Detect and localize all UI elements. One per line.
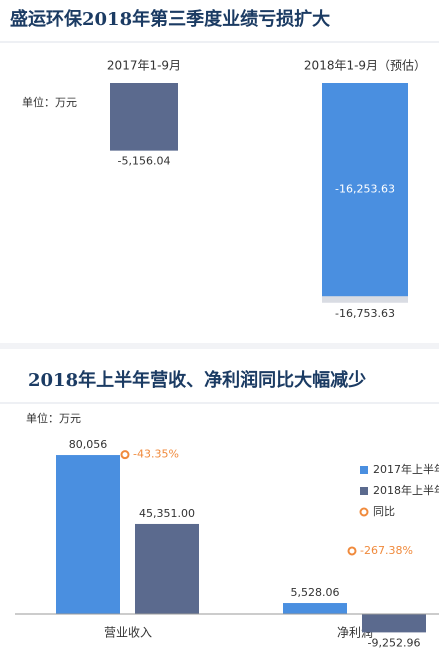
section-divider — [0, 343, 439, 349]
marker — [347, 546, 357, 556]
unit-label: 单位：万元 — [26, 411, 81, 425]
value-label: 80,056 — [69, 438, 108, 451]
value-label: -16,753.63 — [335, 307, 395, 320]
x-category-label: 2018年1-9月（预估） — [304, 59, 426, 73]
legend-label: 同比 — [373, 505, 395, 518]
value-label: -267.38% — [360, 544, 413, 557]
value-label: -9,252.96 — [368, 636, 421, 649]
legend-swatch — [360, 487, 368, 495]
value-label: 45,351.00 — [139, 507, 195, 520]
x-category-label: 2017年1-9月 — [107, 59, 181, 73]
bar — [135, 523, 199, 615]
legend-label: 2018年上半年 — [373, 483, 439, 497]
value-label: -5,156.04 — [118, 155, 171, 168]
legend-swatch — [360, 466, 368, 474]
chart-title: 2018年上半年营收、净利润同比大幅减少 — [28, 369, 366, 391]
value-label: 5,528.06 — [291, 586, 340, 599]
legend-label: 2017年上半年 — [373, 462, 439, 476]
value-label: -43.35% — [133, 448, 179, 461]
bar — [56, 455, 120, 615]
legend-marker — [359, 507, 369, 517]
bar — [283, 603, 347, 615]
bar — [322, 83, 408, 297]
bar — [110, 83, 178, 151]
marker — [120, 450, 130, 460]
x-category-label: 营业收入 — [104, 626, 152, 640]
bar — [362, 614, 426, 633]
unit-label: 单位：万元 — [22, 95, 77, 109]
chart-title: 盛运环保2018年第三季度业绩亏损扩大 — [10, 8, 330, 30]
value-label: -16,253.63 — [335, 183, 395, 196]
